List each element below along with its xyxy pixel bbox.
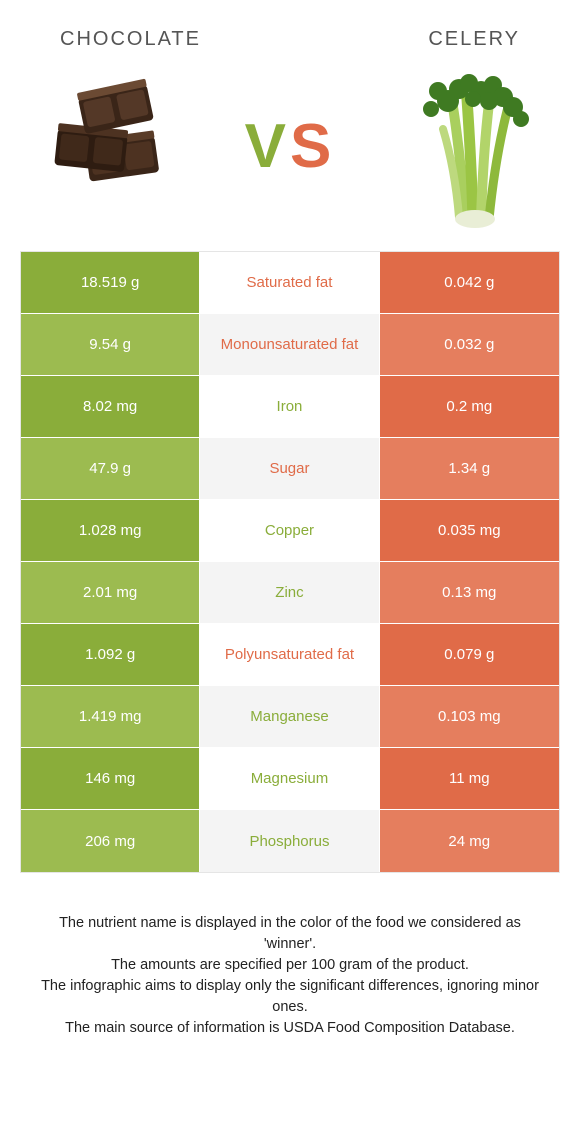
nutrient-label: Saturated fat xyxy=(200,252,379,313)
comparison-table: 18.519 gSaturated fat0.042 g9.54 gMonoun… xyxy=(20,251,560,873)
left-value: 1.092 g xyxy=(21,624,200,685)
header: Chocolate Celery xyxy=(0,0,580,61)
table-row: 8.02 mgIron0.2 mg xyxy=(21,376,559,438)
left-food-title: Chocolate xyxy=(60,28,201,51)
right-value: 1.34 g xyxy=(380,438,559,499)
celery-image xyxy=(390,66,550,226)
footer-line-2: The amounts are specified per 100 gram o… xyxy=(32,955,548,976)
nutrient-label: Copper xyxy=(200,500,379,561)
right-value: 0.13 mg xyxy=(380,562,559,623)
vs-label: VS xyxy=(245,111,336,182)
vs-row: VS xyxy=(0,61,580,251)
right-value: 0.035 mg xyxy=(380,500,559,561)
right-value: 0.103 mg xyxy=(380,686,559,747)
nutrient-label: Polyunsaturated fat xyxy=(200,624,379,685)
chocolate-image xyxy=(30,66,190,226)
table-row: 146 mgMagnesium11 mg xyxy=(21,748,559,810)
left-value: 47.9 g xyxy=(21,438,200,499)
left-value: 18.519 g xyxy=(21,252,200,313)
vs-s: S xyxy=(290,112,335,181)
nutrient-label: Sugar xyxy=(200,438,379,499)
footer-line-1: The nutrient name is displayed in the co… xyxy=(32,913,548,955)
table-row: 18.519 gSaturated fat0.042 g xyxy=(21,252,559,314)
right-value: 0.2 mg xyxy=(380,376,559,437)
table-row: 9.54 gMonounsaturated fat0.032 g xyxy=(21,314,559,376)
table-row: 2.01 mgZinc0.13 mg xyxy=(21,562,559,624)
nutrient-label: Phosphorus xyxy=(200,810,379,872)
right-value: 0.042 g xyxy=(380,252,559,313)
left-value: 1.419 mg xyxy=(21,686,200,747)
vs-v: V xyxy=(245,112,290,181)
left-value: 146 mg xyxy=(21,748,200,809)
nutrient-label: Magnesium xyxy=(200,748,379,809)
right-value: 11 mg xyxy=(380,748,559,809)
left-value: 1.028 mg xyxy=(21,500,200,561)
left-value: 9.54 g xyxy=(21,314,200,375)
nutrient-label: Monounsaturated fat xyxy=(200,314,379,375)
left-value: 206 mg xyxy=(21,810,200,872)
left-value: 2.01 mg xyxy=(21,562,200,623)
right-value: 0.079 g xyxy=(380,624,559,685)
table-row: 47.9 gSugar1.34 g xyxy=(21,438,559,500)
footer-line-4: The main source of information is USDA F… xyxy=(32,1018,548,1039)
left-value: 8.02 mg xyxy=(21,376,200,437)
table-row: 1.028 mgCopper0.035 mg xyxy=(21,500,559,562)
nutrient-label: Iron xyxy=(200,376,379,437)
nutrient-label: Manganese xyxy=(200,686,379,747)
right-value: 24 mg xyxy=(380,810,559,872)
nutrient-label: Zinc xyxy=(200,562,379,623)
footer-notes: The nutrient name is displayed in the co… xyxy=(0,873,580,1039)
footer-line-3: The infographic aims to display only the… xyxy=(32,976,548,1018)
table-row: 1.092 gPolyunsaturated fat0.079 g xyxy=(21,624,559,686)
table-row: 206 mgPhosphorus24 mg xyxy=(21,810,559,872)
table-row: 1.419 mgManganese0.103 mg xyxy=(21,686,559,748)
right-value: 0.032 g xyxy=(380,314,559,375)
right-food-title: Celery xyxy=(428,28,520,51)
